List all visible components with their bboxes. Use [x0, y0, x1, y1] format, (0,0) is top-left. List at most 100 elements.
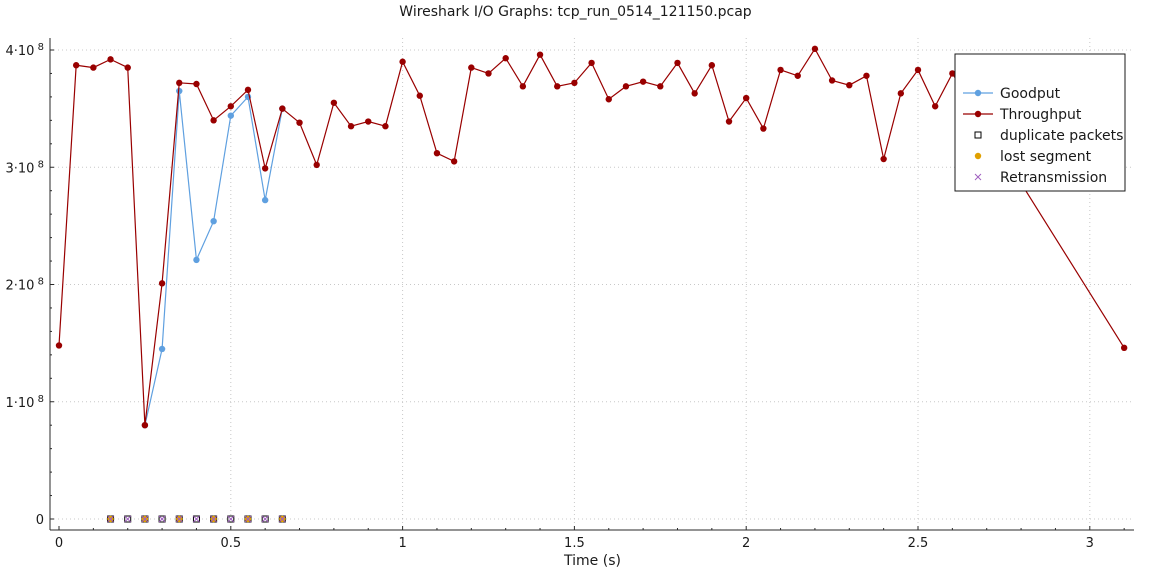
data-point [124, 515, 132, 523]
data-point [261, 165, 269, 172]
data-point-stroke [107, 515, 114, 523]
data-point [244, 515, 252, 523]
data-point [794, 72, 801, 79]
data-point [365, 118, 372, 125]
data-point [639, 78, 647, 85]
data-point [674, 59, 681, 67]
data-point [743, 94, 750, 102]
data-point-stroke [175, 515, 183, 523]
data-point [347, 123, 355, 130]
data-point [863, 72, 870, 79]
data-point-stroke [261, 515, 269, 523]
data-point [55, 342, 63, 349]
data-point [880, 155, 887, 163]
data-point [176, 87, 183, 95]
x-tick-label: 0.5 [220, 536, 241, 551]
legend-swatch-marker [974, 89, 982, 97]
legend-item-throughput: Throughput [963, 107, 1082, 123]
data-point [450, 158, 458, 165]
legend-item-lost-segment: lost segment [974, 149, 1092, 165]
y-tick-label: 3·10 8 [6, 159, 45, 176]
data-point [760, 125, 767, 132]
data-point [158, 345, 166, 353]
data-point-stroke [158, 515, 166, 523]
data-point [72, 62, 80, 69]
data-point [107, 56, 114, 63]
data-point [227, 112, 234, 119]
data-point [210, 515, 217, 523]
y-tick-label: 1·10 8 [6, 394, 45, 411]
data-point-stroke [210, 515, 217, 523]
data-point [708, 62, 716, 69]
data-point [279, 105, 286, 112]
data-point [227, 103, 234, 110]
series-line-throughput [58, 47, 1125, 426]
data-point [468, 64, 475, 71]
data-point [158, 280, 166, 287]
axes: 0 0.5 1 1.5 2 2.5 3 0 1·10 8 2·10 8 3·10 8 4·10 8 [6, 38, 1134, 551]
x-tick-label: 3 [1086, 536, 1094, 551]
data-point [502, 55, 509, 62]
data-point [519, 83, 527, 90]
data-point [90, 64, 97, 71]
data-point [416, 92, 423, 99]
legend-swatch-marker [974, 152, 982, 160]
data-point-stroke [244, 515, 252, 523]
y-tick-label: 0 [36, 513, 44, 528]
data-point [1120, 344, 1128, 352]
data-point [193, 256, 200, 264]
data-point [622, 83, 630, 90]
x-tick-label: 0 [55, 536, 63, 551]
legend-item-goodput: Goodput [963, 86, 1061, 102]
legend-swatch-marker [974, 131, 982, 139]
legend-label: lost segment [1000, 149, 1092, 165]
data-point [605, 96, 612, 103]
data-point [433, 149, 441, 157]
data-point [210, 217, 217, 225]
data-point [296, 119, 303, 126]
data-point-stroke [193, 515, 200, 523]
series-retransmission [107, 515, 286, 523]
data-point [777, 66, 784, 74]
data-point [828, 77, 836, 84]
data-point [330, 99, 338, 106]
legend-swatch-marker [974, 110, 982, 118]
x-tick-label: 1.5 [564, 536, 585, 551]
data-point [227, 515, 235, 523]
data-point-stroke [124, 515, 132, 523]
legend-item-duplicate-packets: duplicate packets [974, 128, 1123, 144]
data-point [176, 79, 183, 87]
legend: Goodput Throughput duplicate packets lost s… [954, 53, 1126, 192]
data-point [811, 45, 819, 53]
data-point [175, 515, 183, 523]
legend-box [954, 53, 1126, 192]
y-tick-label: 4·10 8 [6, 42, 45, 59]
data-point [691, 90, 698, 97]
series-line-goodput [144, 90, 283, 426]
x-axis-label: Time (s) [564, 553, 621, 569]
data-point [278, 515, 286, 523]
data-point [313, 161, 320, 169]
data-point [914, 66, 922, 74]
legend-label: Throughput [999, 107, 1082, 123]
data-point [210, 117, 217, 124]
data-point [725, 118, 733, 125]
data-point [261, 196, 269, 204]
series-layer [55, 45, 1128, 523]
legend-swatch-marker [974, 173, 982, 181]
legend-label: duplicate packets [1000, 128, 1123, 144]
data-point [244, 86, 252, 94]
legend-label: Goodput [1000, 86, 1061, 102]
data-point-stroke [278, 515, 286, 523]
chart-title: Wireshark I/O Graphs: tcp_run_0514_12115… [399, 4, 752, 20]
data-point [485, 70, 492, 77]
data-point [571, 79, 578, 87]
data-point [949, 70, 956, 77]
data-point [931, 103, 939, 110]
data-point [124, 64, 131, 71]
data-point [897, 90, 905, 97]
data-point [588, 59, 595, 67]
data-point [141, 515, 149, 523]
series-goodput [141, 87, 286, 429]
